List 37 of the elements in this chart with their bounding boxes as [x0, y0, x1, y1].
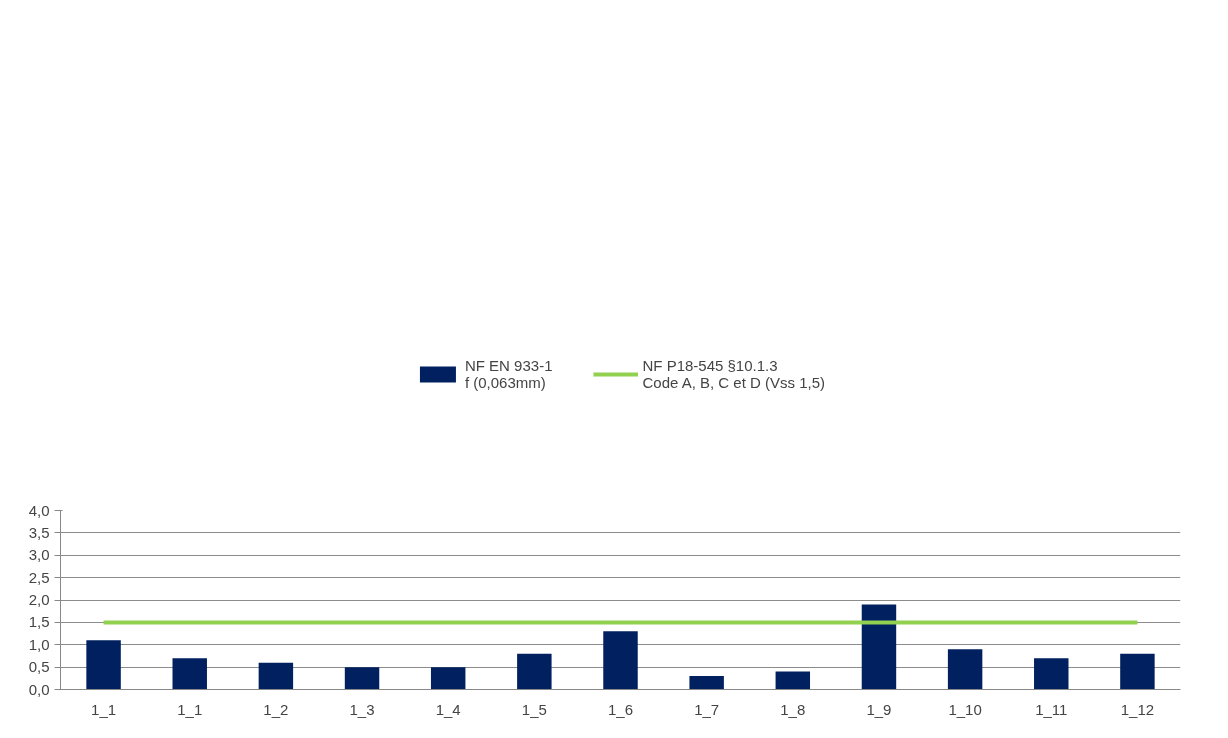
- x-tick-label: 1_3: [349, 700, 375, 718]
- y-tick-label: 0,0: [28, 680, 50, 698]
- legend-label: NF P18-545 §10.1.3 Code A, B, C et D (Vss 1,5): [642, 357, 826, 391]
- y-tick-label: 2,0: [28, 591, 50, 608]
- x-tick-label: 1_4: [435, 700, 461, 718]
- bar: [1120, 653, 1155, 690]
- y-tick-label: 2,5: [28, 568, 50, 586]
- y-tick-label: 3,0: [28, 546, 50, 564]
- x-tick-label: 1_7: [694, 700, 720, 718]
- bar: [172, 658, 207, 690]
- bar: [517, 653, 552, 690]
- x-tick-label: 1_6: [607, 700, 634, 718]
- bar: [603, 631, 638, 690]
- bar: [689, 676, 724, 690]
- bar: [86, 640, 121, 690]
- bar: [430, 667, 466, 690]
- y-tick-label: 3,5: [28, 523, 50, 541]
- legend-label: NF EN 933-1 f (0,063mm): [464, 357, 553, 391]
- x-tick-label: 1_1: [177, 700, 203, 718]
- y-tick-label: 1,0: [28, 635, 50, 653]
- bar: [947, 649, 983, 690]
- bar: [861, 604, 897, 690]
- x-tick-label: 1_2: [263, 700, 289, 718]
- bar: [1034, 658, 1069, 690]
- x-tick-label: 1_10: [948, 700, 982, 718]
- y-tick-label: 0,5: [28, 658, 50, 676]
- bar: [775, 671, 811, 690]
- x-tick-label: 1_11: [1035, 700, 1068, 718]
- x-tick-label: 1_5: [521, 700, 547, 718]
- y-tick-label: 4,0: [28, 501, 50, 519]
- x-tick-label: 1_12: [1120, 700, 1155, 718]
- x-tick-label: 1_8: [780, 700, 806, 718]
- bar: [258, 662, 294, 690]
- y-tick-label: 1,5: [28, 613, 50, 631]
- bar: [344, 667, 380, 690]
- x-tick-label: 1_1: [91, 700, 117, 718]
- x-tick-label: 1_9: [866, 700, 892, 718]
